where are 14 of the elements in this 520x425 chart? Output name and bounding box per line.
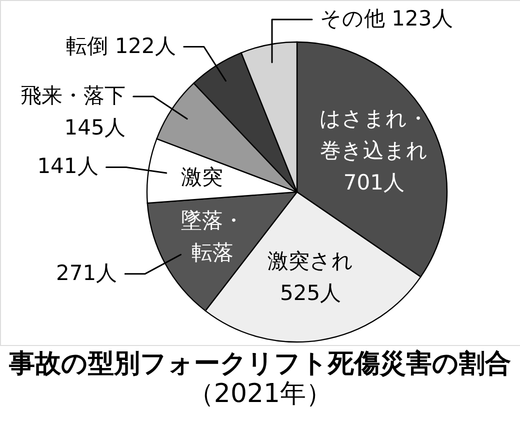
data-label: 145人 (64, 115, 126, 140)
slice-label: 激突 (180, 165, 223, 190)
slice-label: 激突され (268, 248, 354, 273)
data-label: 271人 (56, 260, 118, 285)
data-label: 141人 (37, 154, 98, 178)
slice-label: 墜落・転落 (180, 208, 244, 265)
text: （2021年） (188, 379, 332, 409)
data-label: 701人 (343, 170, 405, 194)
slice-label: はさまれ・巻き込まれ (319, 106, 428, 162)
slice-label: その他 123人 (320, 6, 453, 30)
slice-label: 飛来・落下 (20, 83, 126, 108)
data-label: 525人 (280, 280, 342, 305)
text: 事故の型別フォークリフト死傷災害の割合 (8, 349, 511, 379)
slice-label: 転倒 122人 (66, 34, 176, 58)
